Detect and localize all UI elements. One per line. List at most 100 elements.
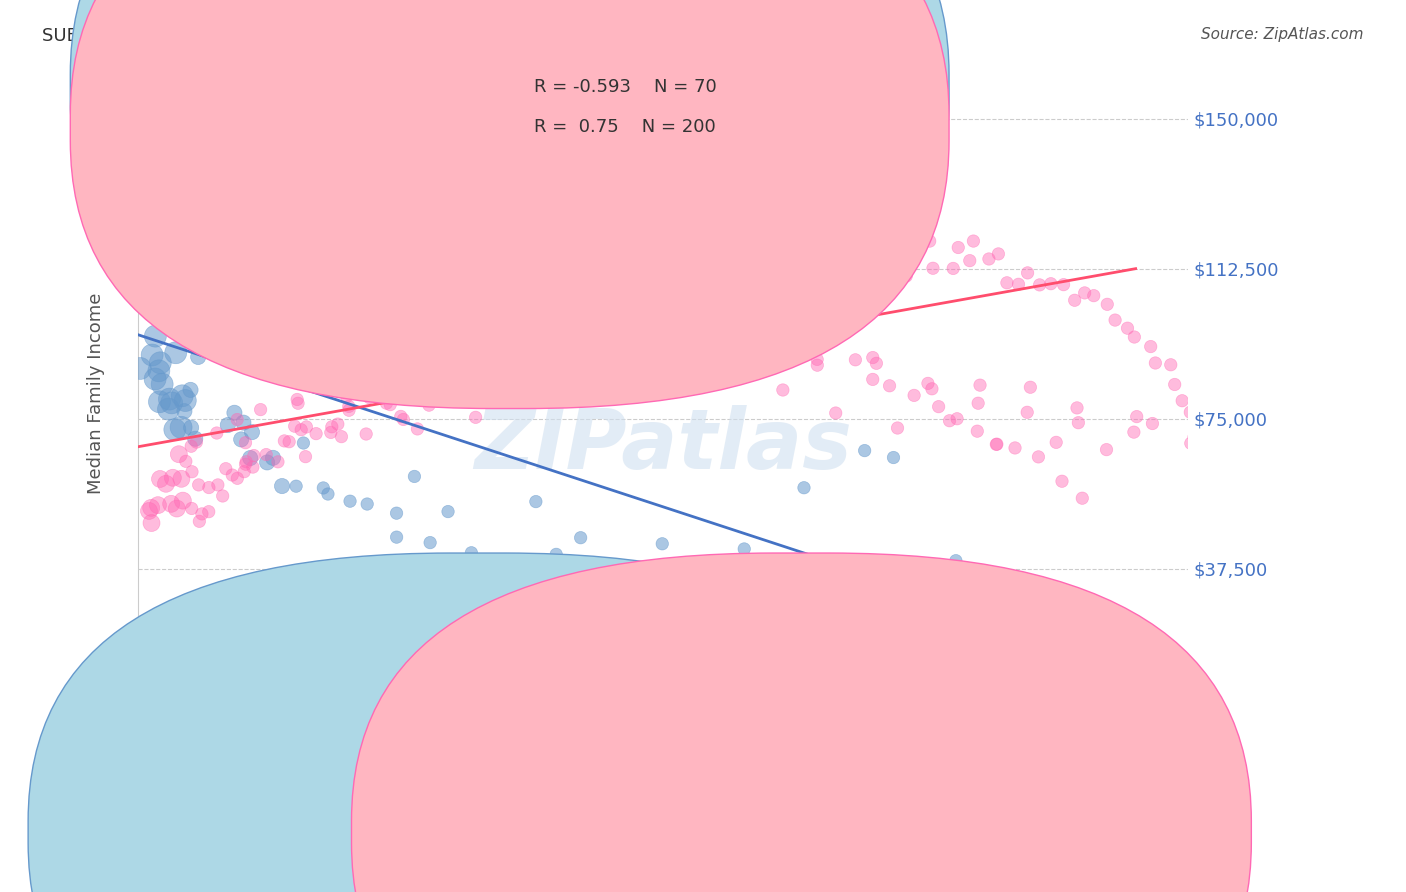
Point xyxy=(155,476,177,491)
Point xyxy=(904,242,927,256)
Point xyxy=(1122,425,1144,439)
Text: SUBSAHARAN AFRICAN VS WHITE/CAUCASIAN MEDIAN FAMILY INCOME CORRELATION CHART: SUBSAHARAN AFRICAN VS WHITE/CAUCASIAN ME… xyxy=(42,27,879,45)
Point xyxy=(1069,633,1091,648)
Point xyxy=(995,276,1018,290)
Point xyxy=(312,383,335,397)
Point xyxy=(197,505,219,519)
Point xyxy=(994,597,1017,611)
Point xyxy=(1104,313,1126,327)
Point xyxy=(986,437,1008,451)
Point xyxy=(870,269,893,284)
Point xyxy=(437,394,460,409)
Point xyxy=(769,313,792,327)
Point xyxy=(141,516,163,530)
Point xyxy=(813,304,835,318)
Point xyxy=(479,349,502,363)
Point xyxy=(1017,266,1039,280)
Text: Sub-Saharan Africans: Sub-Saharan Africans xyxy=(449,784,626,802)
Point xyxy=(1007,277,1029,292)
Point xyxy=(806,358,828,372)
Point xyxy=(761,560,783,574)
Point xyxy=(215,461,238,475)
Point xyxy=(160,497,183,511)
Point xyxy=(866,599,889,613)
Point xyxy=(305,426,328,441)
Point xyxy=(287,396,309,410)
Point xyxy=(157,402,180,417)
Point xyxy=(626,361,648,376)
Point xyxy=(319,425,342,440)
Point xyxy=(959,253,981,268)
Point xyxy=(619,376,641,390)
Point xyxy=(460,546,482,560)
Point xyxy=(294,450,316,464)
Point xyxy=(1097,297,1119,311)
Point xyxy=(292,436,315,450)
Point xyxy=(796,332,818,346)
Point xyxy=(756,303,779,318)
Point xyxy=(180,420,202,434)
Point xyxy=(1144,356,1167,370)
Point xyxy=(1045,435,1067,450)
Point xyxy=(706,349,728,363)
Point xyxy=(772,383,794,397)
Point xyxy=(1028,450,1050,464)
Point xyxy=(150,377,173,392)
Point xyxy=(465,351,488,365)
Point xyxy=(172,493,194,508)
Point xyxy=(256,455,278,469)
Point xyxy=(141,500,163,515)
Point xyxy=(596,365,619,379)
Point xyxy=(1163,377,1185,392)
Point xyxy=(696,342,718,356)
Point xyxy=(226,412,249,426)
Point xyxy=(217,418,239,433)
Point xyxy=(602,558,624,572)
Point xyxy=(567,388,589,402)
Point xyxy=(938,414,960,428)
Point xyxy=(375,396,398,410)
Point xyxy=(740,343,762,357)
Point xyxy=(967,396,990,410)
Point xyxy=(527,394,550,409)
Point xyxy=(180,501,202,516)
Point xyxy=(181,465,204,479)
Point xyxy=(1160,358,1182,372)
Text: R =  0.75    N = 200: R = 0.75 N = 200 xyxy=(534,118,716,136)
Point xyxy=(853,443,876,458)
Point xyxy=(146,498,169,512)
Point xyxy=(903,388,925,402)
Point xyxy=(231,433,253,447)
Point xyxy=(543,368,565,383)
Point xyxy=(844,352,866,367)
Point xyxy=(143,372,166,386)
Point xyxy=(425,340,447,354)
Point xyxy=(546,547,568,561)
Point xyxy=(1180,436,1202,450)
Point xyxy=(569,294,592,309)
Point xyxy=(426,384,449,399)
Point xyxy=(588,291,610,305)
Point xyxy=(769,297,792,311)
Point xyxy=(1050,609,1073,624)
Point xyxy=(551,365,574,379)
Point xyxy=(160,396,183,410)
Point xyxy=(1125,409,1147,424)
Point xyxy=(806,352,828,367)
Point xyxy=(515,351,537,365)
Point xyxy=(917,376,939,391)
Point xyxy=(174,454,197,468)
Point xyxy=(474,352,496,367)
Point xyxy=(599,366,621,380)
Point xyxy=(354,427,377,442)
Point xyxy=(388,358,411,372)
Point xyxy=(1182,430,1205,444)
Point xyxy=(437,505,460,519)
Point xyxy=(718,330,741,344)
Point xyxy=(385,506,408,520)
Point xyxy=(419,535,441,549)
Point xyxy=(187,478,209,492)
Text: R = -0.593    N = 70: R = -0.593 N = 70 xyxy=(534,78,717,95)
Point xyxy=(1123,330,1146,344)
Point xyxy=(170,472,193,486)
